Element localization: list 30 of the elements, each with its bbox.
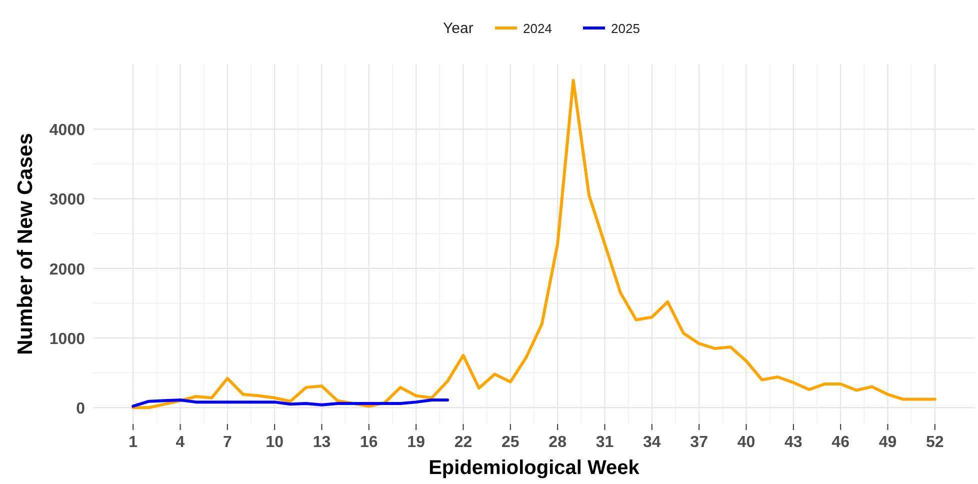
y-tick-label: 3000 — [49, 192, 86, 209]
x-tick-label: 25 — [502, 434, 520, 451]
legend-label: 2024 — [523, 21, 552, 36]
y-axis-title: Number of New Cases — [14, 133, 37, 355]
y-tick-label: 4000 — [49, 122, 86, 140]
x-tick-label: 28 — [548, 434, 567, 451]
x-tick-label: 7 — [222, 434, 232, 451]
legend-label: 2025 — [611, 21, 640, 36]
x-tick-label: 13 — [312, 434, 331, 451]
line-series — [132, 78, 936, 410]
y-tick-label: 2000 — [49, 261, 86, 278]
x-tick-label: 19 — [407, 434, 426, 451]
x-tick-label: 31 — [596, 434, 614, 451]
x-tick-label: 10 — [266, 434, 284, 451]
x-axis-title: Epidemiological Week — [428, 457, 640, 479]
x-tick-label: 46 — [832, 434, 850, 451]
x-tick-label: 1 — [128, 434, 138, 451]
y-tick-label: 0 — [76, 400, 86, 418]
x-tick-label: 34 — [643, 434, 661, 451]
legend-title: Year — [443, 20, 474, 37]
x-tick-label: 40 — [737, 434, 756, 451]
x-tick-label: 37 — [690, 434, 708, 451]
line-series — [132, 398, 450, 408]
x-tick-label: 22 — [454, 434, 472, 451]
x-tick-label: 43 — [784, 434, 802, 451]
x-tick-label: 52 — [926, 434, 944, 451]
x-tick-label: 49 — [878, 434, 897, 451]
y-tick-label: 1000 — [49, 331, 86, 348]
x-tick-label: 16 — [360, 434, 378, 451]
x-tick-label: 4 — [176, 434, 185, 451]
